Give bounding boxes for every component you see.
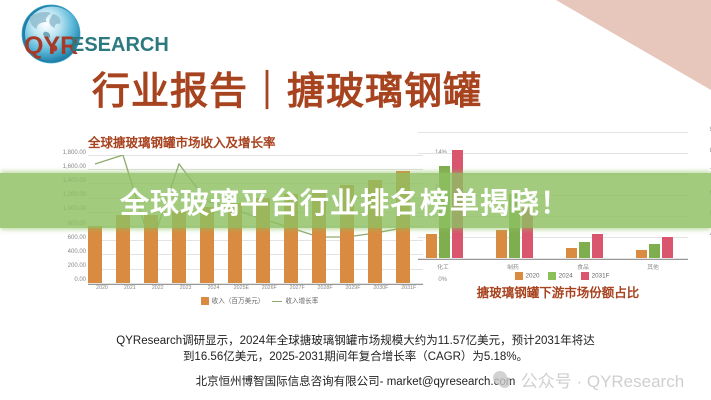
svg-text:ESEARCH: ESEARCH <box>71 34 169 56</box>
